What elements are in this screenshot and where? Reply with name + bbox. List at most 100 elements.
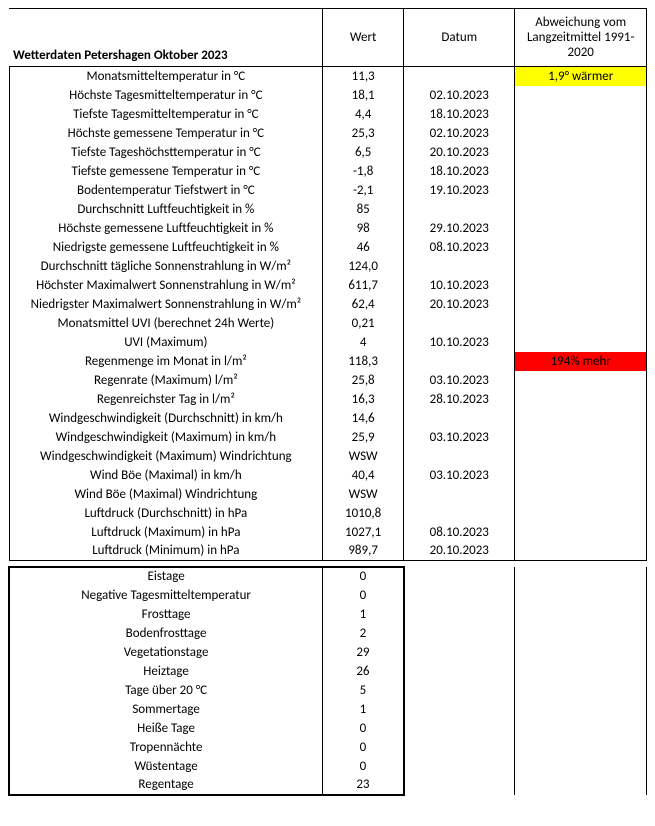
summary-label: Bodenfrosttage	[9, 624, 323, 643]
metric-value: 62,4	[323, 295, 404, 314]
metric-date	[404, 67, 515, 86]
table-row: Höchste Tagesmitteltemperatur in °C18,10…	[9, 86, 647, 105]
metric-label: Tiefste Tagesmitteltemperatur in °C	[9, 105, 323, 124]
metric-label: Regenrate (Maximum) l/m²	[9, 371, 323, 390]
metric-deviation	[515, 200, 647, 219]
summary-deviation	[515, 662, 647, 681]
summary-row: Vegetationstage29	[9, 643, 647, 662]
metric-deviation	[515, 466, 647, 485]
summary-date	[404, 700, 515, 719]
summary-deviation	[515, 700, 647, 719]
metric-value: 46	[323, 238, 404, 257]
metric-deviation	[515, 390, 647, 409]
summary-deviation	[515, 624, 647, 643]
summary-date	[404, 681, 515, 700]
summary-value: 23	[323, 776, 404, 795]
metric-value: 989,7	[323, 542, 404, 561]
metric-label: UVI (Maximum)	[9, 333, 323, 352]
summary-deviation	[515, 567, 647, 586]
table-row: Durchschnitt tägliche Sonnenstrahlung in…	[9, 257, 647, 276]
summary-value: 0	[323, 719, 404, 738]
summary-deviation	[515, 719, 647, 738]
table-row: Bodentemperatur Tiefstwert in °C-2,119.1…	[9, 181, 647, 200]
metric-label: Durchschnitt Luftfeuchtigkeit in %	[9, 200, 323, 219]
metric-deviation	[515, 504, 647, 523]
summary-date	[404, 567, 515, 586]
metric-value: 1010,8	[323, 504, 404, 523]
summary-label: Tage über 20 °C	[9, 681, 323, 700]
metric-value: 611,7	[323, 276, 404, 295]
summary-date	[404, 738, 515, 757]
table-row: Windgeschwindigkeit (Maximum) in km/h25,…	[9, 428, 647, 447]
metric-value: 1027,1	[323, 523, 404, 542]
metric-date: 08.10.2023	[404, 523, 515, 542]
metric-value: 16,3	[323, 390, 404, 409]
metric-deviation	[515, 295, 647, 314]
summary-date	[404, 719, 515, 738]
metric-value: 40,4	[323, 466, 404, 485]
metric-value: 25,9	[323, 428, 404, 447]
metric-value: -1,8	[323, 162, 404, 181]
col-header-value: Wert	[323, 9, 404, 67]
table-row: Durchschnitt Luftfeuchtigkeit in %85	[9, 200, 647, 219]
metric-deviation	[515, 523, 647, 542]
metric-deviation	[515, 485, 647, 504]
summary-label: Tropennächte	[9, 738, 323, 757]
summary-label: Eistage	[9, 567, 323, 586]
summary-row: Bodenfrosttage2	[9, 624, 647, 643]
table-row: Windgeschwindigkeit (Durchschnitt) in km…	[9, 409, 647, 428]
metric-date	[404, 257, 515, 276]
metric-value: 25,3	[323, 124, 404, 143]
table-row: Tiefste gemessene Temperatur in °C-1,818…	[9, 162, 647, 181]
table-row: Luftdruck (Minimum) in hPa989,720.10.202…	[9, 542, 647, 561]
metric-date	[404, 409, 515, 428]
metric-date	[404, 504, 515, 523]
metric-label: Durchschnitt tägliche Sonnenstrahlung in…	[9, 257, 323, 276]
summary-label: Negative Tagesmitteltemperatur	[9, 586, 323, 605]
metric-label: Bodentemperatur Tiefstwert in °C	[9, 181, 323, 200]
metric-value: 85	[323, 200, 404, 219]
metric-deviation	[515, 219, 647, 238]
metric-value: 11,3	[323, 67, 404, 86]
summary-label: Heiße Tage	[9, 719, 323, 738]
metric-label: Höchste gemessene Temperatur in °C	[9, 124, 323, 143]
metric-date: 03.10.2023	[404, 371, 515, 390]
metric-value: -2,1	[323, 181, 404, 200]
metric-date	[404, 352, 515, 371]
summary-label: Sommertage	[9, 700, 323, 719]
metric-label: Höchster Maximalwert Sonnenstrahlung in …	[9, 276, 323, 295]
metric-deviation: 194% mehr	[515, 352, 647, 371]
metric-label: Windgeschwindigkeit (Maximum) Windrichtu…	[9, 447, 323, 466]
table-row: Luftdruck (Maximum) in hPa1027,108.10.20…	[9, 523, 647, 542]
metric-label: Wind Böe (Maximal) Windrichtung	[9, 485, 323, 504]
table-row: Tiefste Tageshöchsttemperatur in °C6,520…	[9, 143, 647, 162]
metric-date: 10.10.2023	[404, 276, 515, 295]
metric-date	[404, 485, 515, 504]
table-row: Niedrigster Maximalwert Sonnenstrahlung …	[9, 295, 647, 314]
summary-value: 5	[323, 681, 404, 700]
metric-label: Regenmenge im Monat in l/m²	[9, 352, 323, 371]
metric-value: 25,8	[323, 371, 404, 390]
table-row: UVI (Maximum)410.10.2023	[9, 333, 647, 352]
summary-value: 29	[323, 643, 404, 662]
metric-date: 20.10.2023	[404, 295, 515, 314]
metric-deviation	[515, 333, 647, 352]
metric-label: Monatsmitteltemperatur in °C	[9, 67, 323, 86]
summary-date	[404, 624, 515, 643]
summary-date	[404, 643, 515, 662]
metric-deviation	[515, 86, 647, 105]
summary-value: 1	[323, 605, 404, 624]
summary-deviation	[515, 643, 647, 662]
summary-row: Heiße Tage0	[9, 719, 647, 738]
summary-value: 26	[323, 662, 404, 681]
metric-deviation	[515, 428, 647, 447]
metric-label: Niedrigster Maximalwert Sonnenstrahlung …	[9, 295, 323, 314]
summary-row: Sommertage1	[9, 700, 647, 719]
summary-label: Heiztage	[9, 662, 323, 681]
metric-label: Luftdruck (Minimum) in hPa	[9, 542, 323, 561]
metric-date: 08.10.2023	[404, 238, 515, 257]
table-row: Wind Böe (Maximal) in km/h40,403.10.2023	[9, 466, 647, 485]
metric-date: 03.10.2023	[404, 428, 515, 447]
metric-label: Regenreichster Tag in l/m²	[9, 390, 323, 409]
metric-deviation	[515, 181, 647, 200]
